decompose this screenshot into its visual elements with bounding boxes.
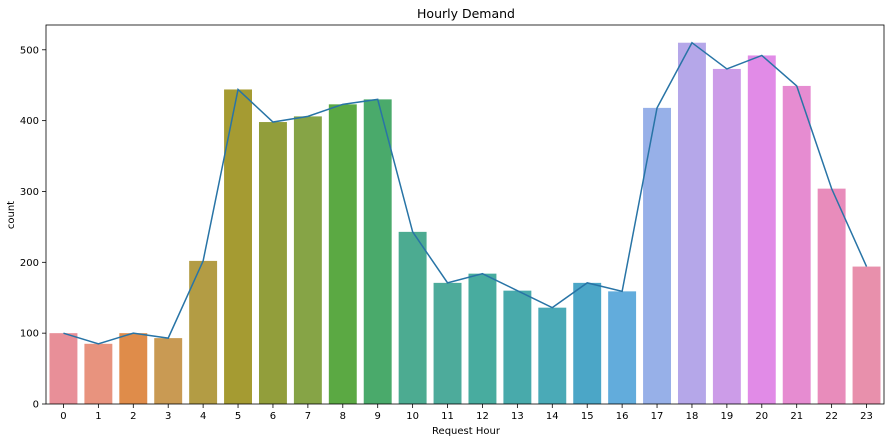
- bar-hour-16: [608, 291, 637, 404]
- y-ticks-group: 0 100 200 300 400 500: [20, 45, 46, 411]
- axes-group: [45, 24, 885, 405]
- bar-hour-18: [677, 42, 706, 405]
- bar-hour-17: [643, 107, 671, 404]
- bar-hour-2: [119, 333, 148, 404]
- y-tick-label: 500: [20, 45, 39, 56]
- x-tick-label: 5: [235, 411, 241, 422]
- y-tick-label: 0: [33, 400, 39, 411]
- x-tick-label: 11: [441, 411, 454, 422]
- x-tick-label: 13: [511, 411, 524, 422]
- bar-hour-9: [363, 99, 392, 404]
- x-tick-label: 16: [616, 411, 629, 422]
- bar-hour-4: [189, 260, 218, 404]
- bar-hour-22: [817, 188, 846, 404]
- x-tick-label: 3: [165, 411, 171, 422]
- x-tick-label: 20: [755, 411, 768, 422]
- x-tick-label: 14: [546, 411, 559, 422]
- x-tick-label: 1: [95, 411, 101, 422]
- bar-hour-14: [538, 307, 567, 404]
- x-tick-label: 4: [200, 411, 206, 422]
- x-tick-label: 23: [860, 411, 873, 422]
- x-tick-label: 18: [686, 411, 699, 422]
- bar-hour-21: [782, 85, 811, 405]
- bar-hour-0: [49, 333, 78, 404]
- y-axis-label: count: [6, 201, 17, 229]
- bar-hour-19: [712, 68, 741, 405]
- x-tick-label: 9: [375, 411, 381, 422]
- count-line: [63, 41, 868, 345]
- x-tick-label: 19: [721, 411, 734, 422]
- line-group: [63, 41, 868, 345]
- y-tick-label: 200: [20, 258, 39, 269]
- axes-frame: [45, 24, 885, 405]
- x-tick-label: 8: [340, 411, 346, 422]
- x-tick-label: 12: [476, 411, 489, 422]
- bar-hour-11: [433, 282, 462, 404]
- y-tick-label: 400: [20, 116, 39, 127]
- x-ticks-group: 0 1 2 3 4 5 6 7 8 9 10 11 12 13 14 15 16 17 18 19 20 21 22 23: [60, 404, 873, 422]
- bar-hour-6: [258, 122, 287, 405]
- x-tick-label: 10: [406, 411, 419, 422]
- x-tick-label: 21: [790, 411, 803, 422]
- bar-hour-10: [398, 231, 427, 404]
- x-tick-label: 2: [130, 411, 136, 422]
- x-tick-label: 6: [270, 411, 276, 422]
- bar-hour-20: [747, 55, 776, 405]
- x-tick-label: 15: [581, 411, 594, 422]
- y-tick-label: 300: [20, 187, 39, 198]
- x-tick-label: 0: [60, 411, 66, 422]
- bar-hour-13: [503, 290, 532, 404]
- chart-title: Hourly Demand: [417, 6, 515, 21]
- x-tick-label: 7: [305, 411, 311, 422]
- bar-hour-1: [84, 343, 113, 404]
- bars-group: [49, 42, 881, 405]
- bar-hour-5: [224, 89, 252, 404]
- x-tick-label: 22: [825, 411, 838, 422]
- bar-hour-23: [852, 266, 881, 404]
- bar-hour-12: [468, 273, 497, 404]
- bar-hour-7: [293, 116, 322, 404]
- y-tick-label: 100: [20, 329, 39, 340]
- x-tick-label: 17: [651, 411, 664, 422]
- x-axis-label: Request Hour: [432, 426, 501, 437]
- bar-hour-15: [573, 282, 602, 404]
- bar-hour-3: [154, 338, 183, 404]
- bar-hour-8: [328, 104, 357, 404]
